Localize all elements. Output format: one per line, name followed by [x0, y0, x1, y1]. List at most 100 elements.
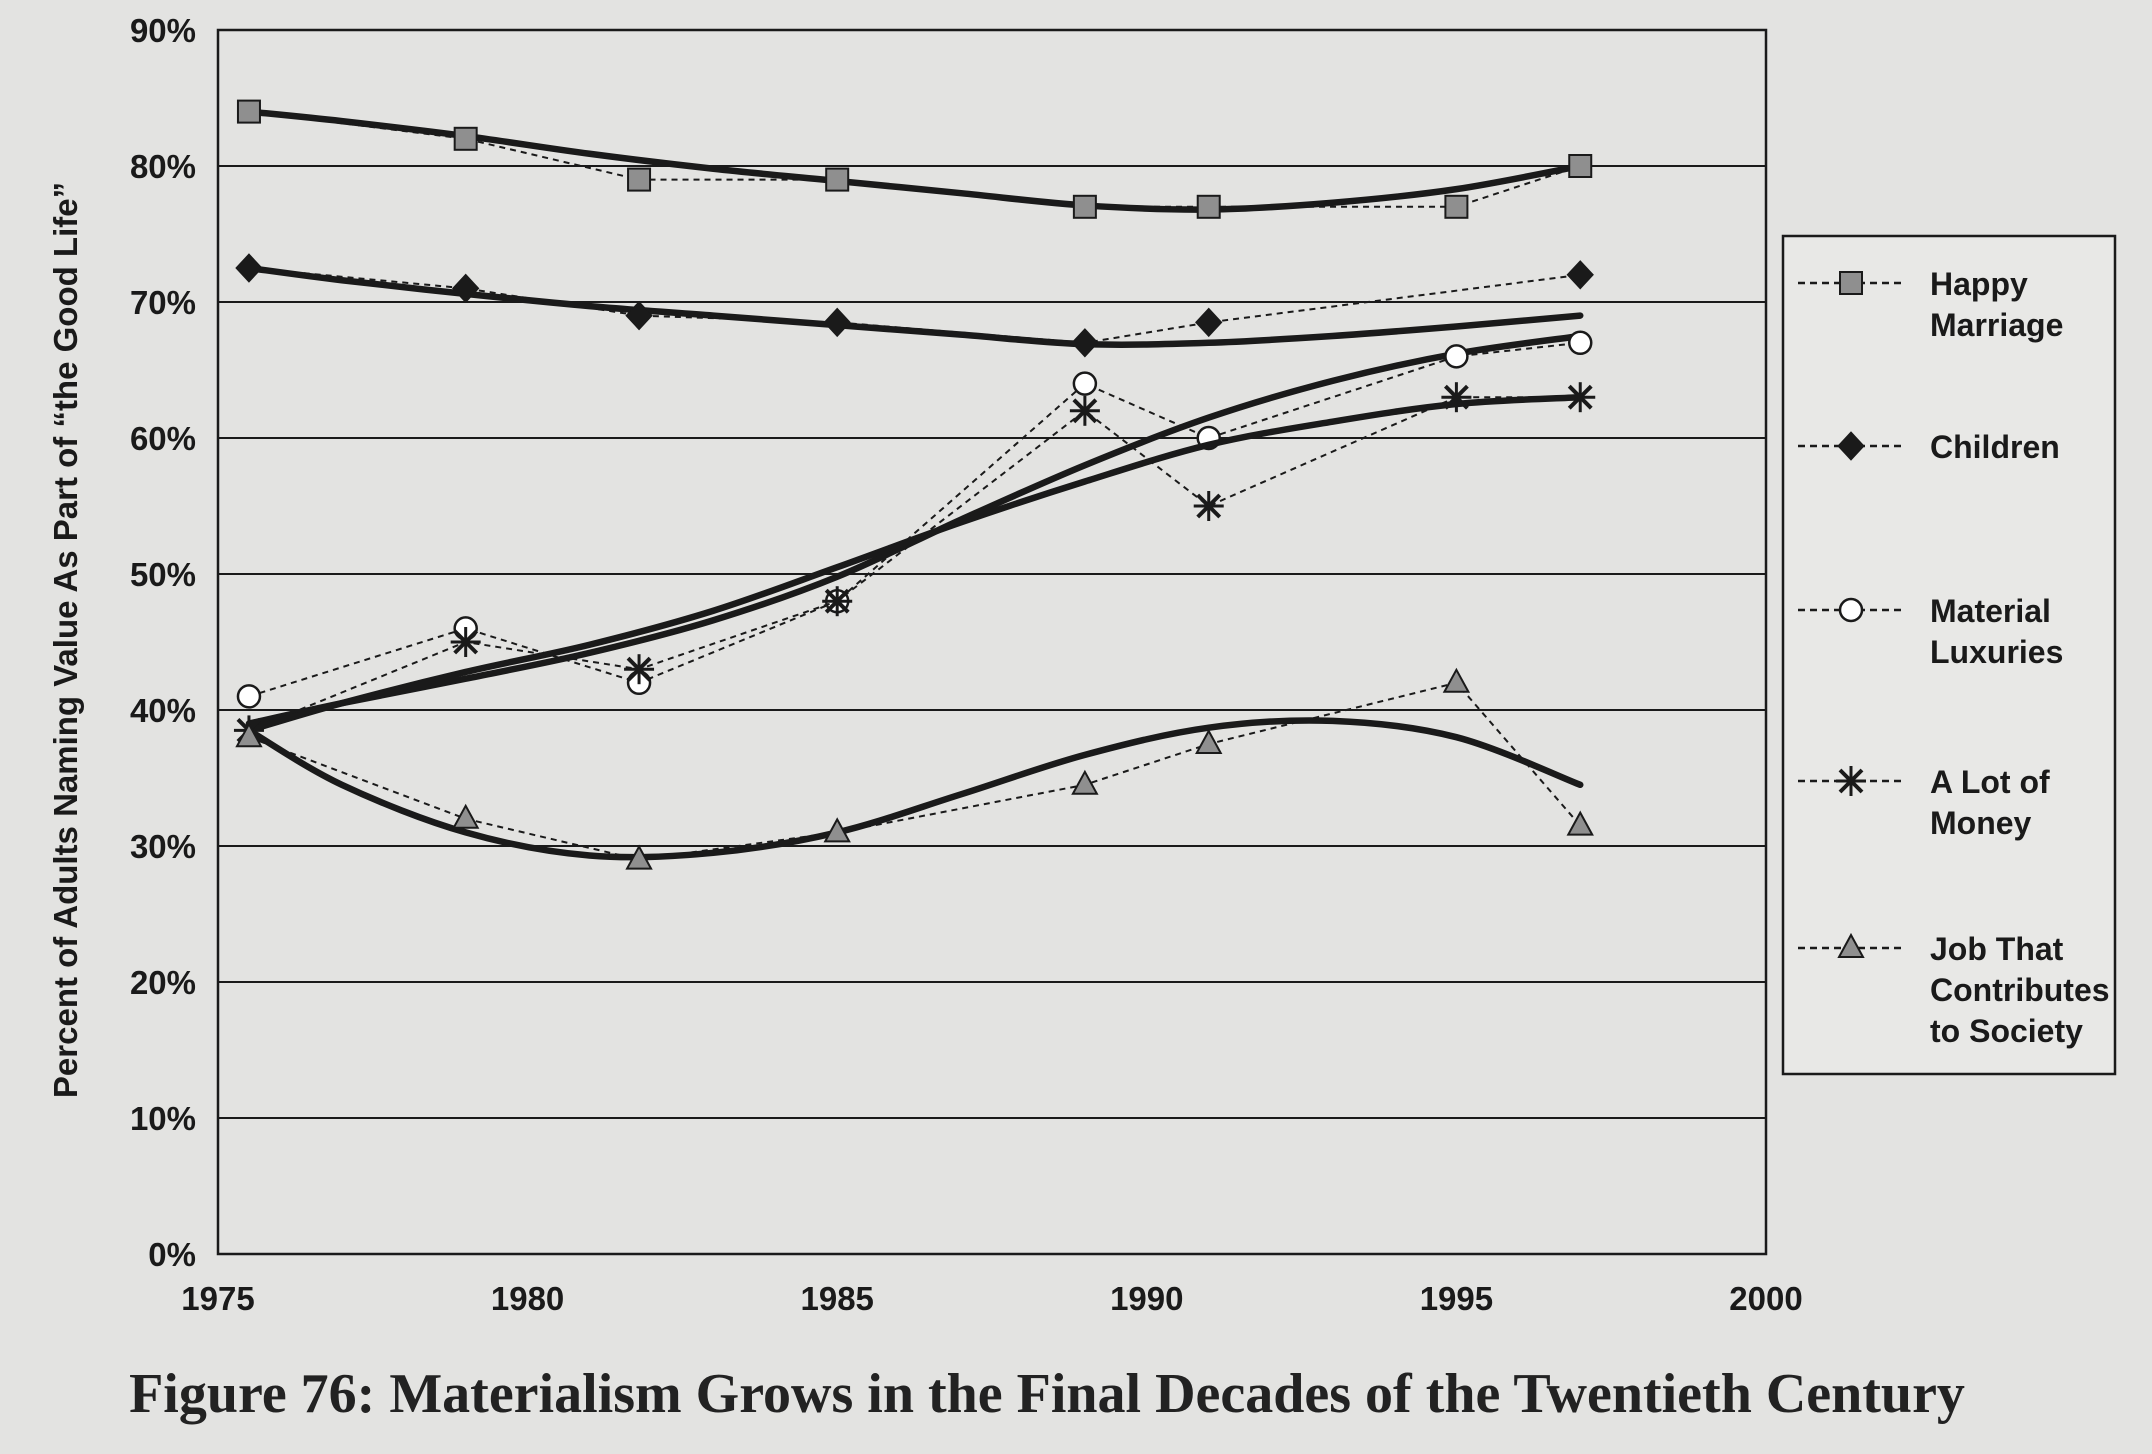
- data-point-marker: [450, 627, 481, 657]
- marker-shape: [823, 307, 851, 338]
- marker-shape: [1566, 260, 1594, 290]
- y-tick-label: 60%: [130, 420, 196, 457]
- marker-shape: [1837, 932, 1865, 958]
- marker-shape: [1072, 194, 1097, 219]
- legend-item: Happy Marriage: [1798, 266, 2063, 343]
- legend-label: Money: [1930, 805, 2032, 841]
- x-tick-label: 1985: [800, 1280, 873, 1317]
- x-tick-label: 2000: [1729, 1280, 1802, 1317]
- x-tick-label: 1975: [181, 1280, 254, 1317]
- legend-item: Job That Contributes to Society: [1798, 931, 2110, 1049]
- data-point-marker: [627, 167, 652, 192]
- marker-shape: [1071, 328, 1099, 358]
- legend-marker: [1839, 271, 1863, 295]
- legend-item: Children: [1798, 429, 2060, 465]
- data-point-marker: [825, 167, 850, 192]
- data-point-marker: [1565, 382, 1596, 413]
- marker-shape: [236, 99, 261, 124]
- data-point-marker: [823, 817, 851, 843]
- legend-label: Luxuries: [1930, 634, 2063, 670]
- legend-marker: [1836, 766, 1866, 796]
- series-layer: [233, 99, 1596, 870]
- series-dashed-line: [248, 396, 1581, 732]
- series-happy-marriage: [236, 99, 1593, 219]
- data-point-marker: [1071, 328, 1099, 358]
- marker-shape: [235, 253, 263, 283]
- legend-label: Happy: [1930, 266, 2028, 302]
- y-tick-label: 40%: [130, 692, 196, 729]
- legend-label: to Society: [1930, 1013, 2083, 1049]
- legend-frame: [1781, 234, 2117, 1076]
- data-point-marker: [1195, 728, 1223, 754]
- marker-shape: [235, 722, 263, 748]
- marker-shape: [1566, 810, 1594, 836]
- marker-shape: [453, 126, 478, 151]
- data-point-marker: [1195, 307, 1223, 338]
- x-tick-label: 1995: [1420, 1280, 1493, 1317]
- data-point-marker: [1441, 382, 1472, 413]
- x-tick-label: 1990: [1110, 1280, 1183, 1317]
- series-trend-line: [245, 393, 1584, 734]
- legend-item: A Lot of Money: [1798, 764, 2050, 841]
- data-point-marker: [235, 253, 263, 283]
- data-point-marker: [1193, 491, 1224, 521]
- marker-shape: [625, 300, 653, 331]
- y-tick-label: 20%: [130, 964, 196, 1001]
- marker-shape: [1195, 307, 1223, 338]
- marker-shape: [451, 273, 480, 304]
- legend-label: Children: [1930, 429, 2060, 465]
- marker-shape: [1072, 371, 1098, 396]
- data-point-marker: [235, 722, 263, 748]
- data-point-marker: [822, 586, 853, 617]
- series-children: [235, 253, 1594, 358]
- y-tick-labels: 0% 10% 20% 30% 40% 50% 60% 70% 80% 90%: [130, 12, 196, 1273]
- data-point-marker: [1069, 395, 1100, 426]
- y-tick-label: 70%: [130, 284, 196, 321]
- legend-marker: [1837, 932, 1865, 958]
- legend-label: Material: [1930, 593, 2051, 629]
- marker-shape: [1195, 728, 1223, 754]
- marker-shape: [1839, 271, 1863, 295]
- data-point-marker: [1072, 371, 1098, 396]
- data-point-marker: [625, 844, 653, 870]
- marker-shape: [451, 803, 480, 829]
- data-point-marker: [1444, 344, 1469, 369]
- marker-shape: [1567, 330, 1593, 356]
- series-dashed-line: [248, 681, 1581, 861]
- data-point-marker: [1072, 194, 1097, 219]
- data-point-marker: [1566, 810, 1594, 836]
- data-point-marker: [1567, 330, 1593, 356]
- plot-frame: [216, 28, 1768, 1256]
- legend-marker: [1837, 431, 1865, 461]
- data-point-marker: [1566, 260, 1594, 290]
- series-a-lot-of-money: [233, 382, 1596, 746]
- marker-shape: [825, 167, 850, 192]
- data-point-marker: [1071, 769, 1099, 795]
- y-tick-label: 30%: [130, 828, 196, 865]
- y-axis-title: Percent of Adults Naming Value As Part o…: [47, 182, 84, 1098]
- y-tick-label: 0%: [148, 1236, 196, 1273]
- data-point-marker: [624, 654, 655, 685]
- figure-caption: Figure 76: Materialism Grows in the Fina…: [129, 1363, 1965, 1425]
- data-point-marker: [236, 99, 261, 124]
- marker-shape: [1442, 667, 1471, 693]
- data-point-marker: [451, 273, 480, 304]
- marker-shape: [625, 844, 653, 870]
- y-tick-label: 50%: [130, 556, 196, 593]
- marker-shape: [627, 167, 652, 192]
- x-tick-label: 1980: [491, 1280, 564, 1317]
- marker-shape: [1196, 194, 1221, 219]
- legend-label: Contributes: [1930, 972, 2110, 1008]
- marker-shape: [823, 817, 851, 843]
- legend-label: A Lot of: [1930, 764, 2050, 800]
- data-point-marker: [453, 126, 478, 151]
- series-trend-line: [245, 717, 1584, 861]
- marker-shape: [1444, 344, 1469, 369]
- legend-marker: [1838, 597, 1864, 623]
- data-point-marker: [1196, 194, 1221, 219]
- data-point-marker: [1568, 154, 1593, 178]
- data-point-marker: [1444, 194, 1469, 219]
- grid-layer: [218, 165, 1766, 1119]
